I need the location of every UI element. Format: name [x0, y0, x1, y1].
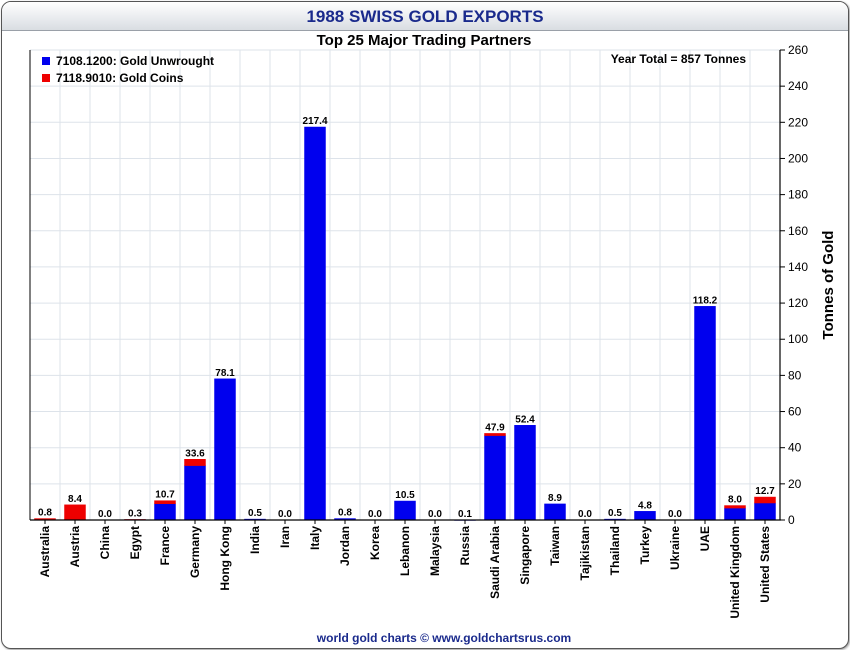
- header-banner: 1988 SWISS GOLD EXPORTS: [2, 2, 848, 31]
- plot-area: [30, 50, 780, 520]
- bar-value-label: 8.4: [68, 494, 82, 505]
- y-axis-title: Tonnes of Gold: [820, 231, 837, 340]
- legend-label: 7118.9010: Gold Coins: [56, 71, 184, 85]
- y-tick-label: 260: [788, 43, 808, 57]
- x-tick-label: Lebanon: [398, 526, 412, 576]
- bar-value-label: 4.8: [638, 500, 652, 511]
- bar-segment: [304, 126, 326, 521]
- x-tick-label: Austria: [68, 526, 82, 568]
- bar-value-label: 0.0: [578, 509, 592, 520]
- bar-value-label: 33.6: [185, 448, 205, 459]
- y-tick-label: 200: [788, 151, 808, 165]
- axes: Australia Austria China Egypt France Germany H…: [29, 43, 808, 619]
- bar-value-label: 12.7: [755, 486, 775, 497]
- bar-value-label: 8.9: [548, 493, 562, 504]
- y-tick-label: 0: [788, 513, 795, 527]
- bar-segment: [154, 503, 176, 521]
- bar-value-label: 0.3: [128, 508, 142, 519]
- page-title: 1988 SWISS GOLD EXPORTS: [306, 7, 544, 26]
- x-tick-label: Italy: [308, 526, 322, 550]
- bar-segment: [214, 378, 236, 521]
- bar-value-label: 0.0: [368, 509, 382, 520]
- x-tick-label: Iran: [278, 526, 292, 548]
- legend-swatch: [42, 74, 50, 82]
- bar-segment: [694, 306, 716, 521]
- x-tick-label: Singapore: [518, 526, 532, 585]
- value-labels: 0.8 8.4 0.0 0.3 10.7 33.6 78.1 0.5 0.0 217.4 0.8 0.…: [38, 116, 775, 520]
- bar-value-label: 217.4: [302, 116, 327, 127]
- x-tick-label: Saudi Arabia: [488, 526, 502, 599]
- bar-value-label: 0.1: [458, 509, 472, 520]
- y-tick-label: 240: [788, 79, 808, 93]
- bar-value-label: 0.0: [98, 509, 112, 520]
- x-tick-label: Germany: [188, 526, 202, 578]
- bar-value-label: 0.8: [38, 508, 52, 519]
- legend-label: 7108.1200: Gold Unwrought: [56, 54, 214, 68]
- bar-segment: [754, 496, 776, 504]
- x-tick-label: Korea: [368, 526, 382, 560]
- x-tick-label: Malaysia: [428, 526, 442, 576]
- x-tick-label: Turkey: [638, 526, 652, 565]
- bar-value-label: 8.0: [728, 495, 742, 506]
- bar-value-label: 0.0: [278, 509, 292, 520]
- x-tick-label: France: [158, 526, 172, 566]
- year-total-annotation: Year Total = 857 Tonnes: [611, 52, 747, 66]
- y-tick-label: 220: [788, 115, 808, 129]
- bar-value-label: 78.1: [215, 368, 235, 379]
- bar-value-label: 0.5: [608, 508, 622, 519]
- bar-segment: [484, 433, 506, 436]
- x-tick-label: Australia: [38, 526, 52, 578]
- x-tick-label: United States: [758, 526, 772, 603]
- bar-segment: [634, 511, 656, 521]
- x-tick-label: Ukraine: [668, 526, 682, 570]
- x-tick-label: Russia: [458, 526, 472, 566]
- bar-segment: [754, 502, 776, 521]
- bars: [34, 126, 776, 521]
- bar-segment: [394, 500, 416, 521]
- x-tick-label: Taiwan: [548, 526, 562, 566]
- footer-credit: world gold charts © www.goldchartsrus.co…: [316, 631, 571, 645]
- bar-segment: [64, 504, 86, 520]
- bar-value-label: 118.2: [693, 295, 718, 306]
- x-tick-label: Egypt: [128, 526, 142, 559]
- bar-value-label: 0.0: [668, 509, 682, 520]
- y-tick-label: 20: [788, 477, 802, 491]
- y-tick-label: 160: [788, 224, 808, 238]
- x-tick-label: Thailand: [608, 526, 622, 575]
- x-tick-label: Hong Kong: [218, 526, 232, 591]
- bar-segment: [724, 505, 746, 509]
- gridlines: [29, 49, 781, 521]
- chart-subtitle: Top 25 Major Trading Partners: [317, 32, 532, 49]
- x-tick-label: Jordan: [338, 526, 352, 566]
- bar-value-label: 10.5: [395, 490, 415, 501]
- bar-value-label: 0.5: [248, 508, 262, 519]
- bar-segment: [484, 435, 506, 521]
- y-tick-label: 80: [788, 368, 802, 382]
- x-tick-label: Tajikistan: [578, 526, 592, 580]
- bar-value-label: 10.7: [155, 490, 175, 501]
- legend: 7108.1200: Gold Unwrought 7118.9010: Gold…: [42, 54, 214, 85]
- bar-segment: [514, 425, 536, 521]
- y-tick-label: 40: [788, 441, 802, 455]
- bar-value-label: 47.9: [485, 422, 505, 433]
- bar-segment: [184, 459, 206, 466]
- y-tick-label: 100: [788, 332, 808, 346]
- x-tick-label: UAE: [698, 526, 712, 551]
- bar-segment: [154, 500, 176, 504]
- bar-segment: [724, 507, 746, 521]
- bar-segment: [544, 503, 566, 521]
- y-tick-label: 60: [788, 405, 802, 419]
- bar-segment: [184, 465, 206, 521]
- bar-value-label: 0.8: [338, 508, 352, 519]
- y-tick-label: 180: [788, 188, 808, 202]
- y-tick-label: 120: [788, 296, 808, 310]
- bar-value-label: 0.0: [428, 509, 442, 520]
- x-tick-label: India: [248, 526, 262, 554]
- y-tick-label: 140: [788, 260, 808, 274]
- x-tick-label: United Kingdom: [728, 526, 742, 619]
- legend-swatch: [42, 57, 50, 65]
- bar-value-label: 52.4: [515, 414, 535, 425]
- x-tick-label: China: [98, 526, 112, 560]
